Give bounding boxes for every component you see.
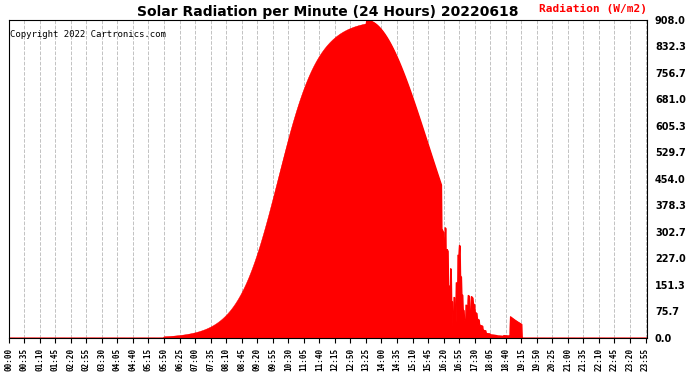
Title: Solar Radiation per Minute (24 Hours) 20220618: Solar Radiation per Minute (24 Hours) 20… — [137, 5, 519, 19]
Text: Radiation (W/m2): Radiation (W/m2) — [540, 4, 647, 13]
Text: Copyright 2022 Cartronics.com: Copyright 2022 Cartronics.com — [10, 30, 166, 39]
